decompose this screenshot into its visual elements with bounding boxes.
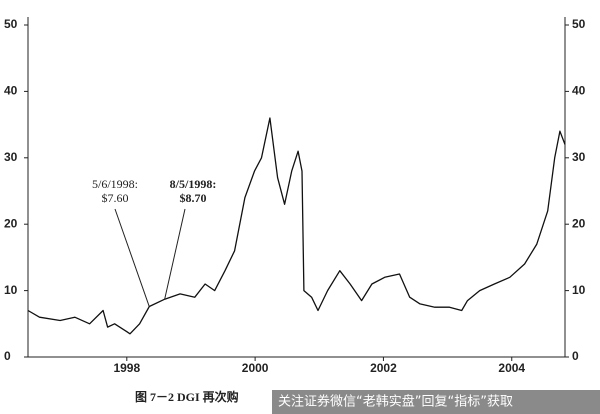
annotation-arrow <box>114 208 150 307</box>
caption: 图 7－2 DGI 再次购 <box>135 389 239 404</box>
y-tick-label: 40 <box>4 84 18 98</box>
y2-tick-label: 10 <box>572 283 586 297</box>
y-tick-label: 10 <box>4 283 18 297</box>
y2-tick-label: 50 <box>572 17 586 31</box>
y-tick-label: 30 <box>4 150 18 164</box>
price-line <box>27 117 566 335</box>
y-tick-label: 50 <box>4 17 18 31</box>
watermark-band <box>272 390 600 414</box>
annotation-price: $8.70 <box>180 191 207 205</box>
watermark: 关注证券微信“老韩实盘”回复“指标”获取 <box>278 394 513 410</box>
x-tick-label: 1998 <box>113 361 140 375</box>
annotation-price: $7.60 <box>102 191 129 205</box>
x-tick-label: 2004 <box>498 361 525 375</box>
x-tick-label: 2000 <box>242 361 269 375</box>
x-tick-label: 2002 <box>370 361 397 375</box>
y-tick-label: 0 <box>4 349 11 363</box>
y2-tick-label: 20 <box>572 216 586 230</box>
y2-tick-label: 0 <box>572 349 579 363</box>
annotation-arrow <box>164 208 186 300</box>
annotation-date: 5/6/1998: <box>92 177 138 191</box>
annotation-date: 8/5/1998: <box>170 177 217 191</box>
y2-tick-label: 30 <box>572 150 586 164</box>
y2-tick-label: 40 <box>572 84 586 98</box>
y-tick-label: 20 <box>4 216 18 230</box>
